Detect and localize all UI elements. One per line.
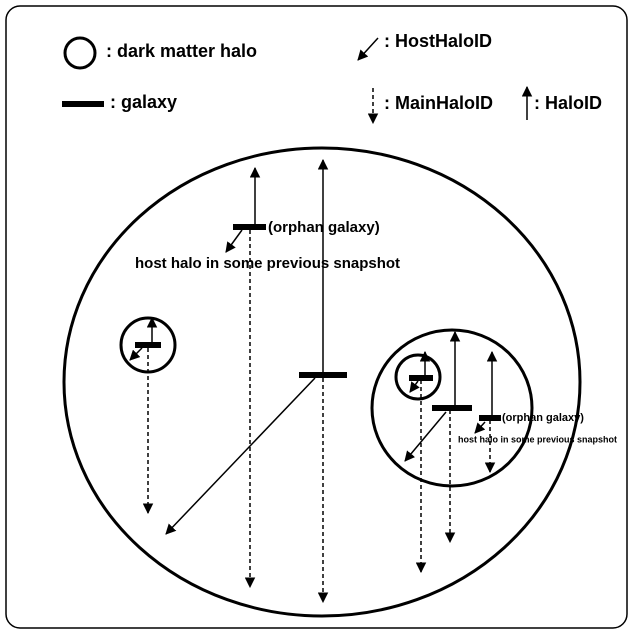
halo: [370, 328, 534, 488]
legend-haloid: : HaloID: [534, 93, 602, 113]
annotation-label: (orphan galaxy): [268, 219, 380, 236]
legend-halo-icon: [63, 36, 97, 70]
annotation-note: host halo in some previous snapshot: [458, 434, 617, 444]
halo: [394, 353, 442, 401]
host-arrow: [474, 421, 486, 434]
legend-host-icon: [357, 37, 379, 61]
legend-halo: : dark matter halo: [106, 41, 257, 61]
legend-galaxy: : galaxy: [110, 92, 177, 112]
host-arrow: [404, 411, 447, 462]
annotation-note: host halo in some previous snapshot: [135, 255, 400, 272]
host-arrow: [409, 380, 420, 393]
frame: [5, 5, 628, 629]
legend-main: : MainHaloID: [384, 93, 493, 113]
legend-host: : HostHaloID: [384, 31, 492, 51]
host-arrow: [225, 229, 243, 253]
annotation-label: (orphan galaxy): [502, 412, 584, 424]
host-arrow: [129, 347, 143, 361]
host-arrow: [165, 377, 316, 535]
halo: [62, 146, 582, 618]
